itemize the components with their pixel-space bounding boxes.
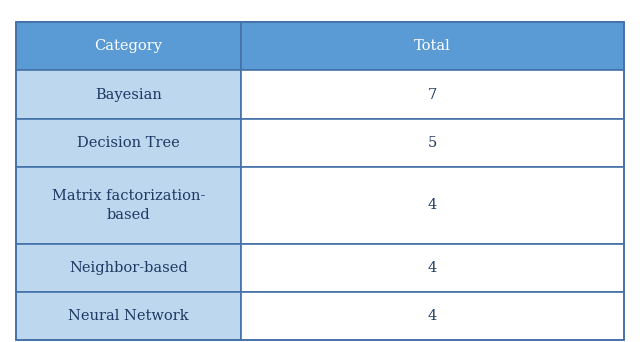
Bar: [241, 292, 624, 340]
Text: Decision Tree: Decision Tree: [77, 136, 180, 150]
Text: Matrix factorization-
based: Matrix factorization- based: [52, 188, 205, 222]
Bar: [241, 119, 624, 167]
Text: Total: Total: [414, 39, 451, 53]
Text: 5: 5: [428, 136, 437, 150]
Bar: [241, 22, 624, 70]
Bar: [16, 167, 241, 244]
Text: 7: 7: [428, 88, 437, 102]
Bar: [16, 292, 241, 340]
Text: Neural Network: Neural Network: [68, 309, 189, 323]
Text: 4: 4: [428, 309, 437, 323]
Bar: [16, 22, 241, 70]
Bar: [16, 70, 241, 119]
Text: Bayesian: Bayesian: [95, 88, 162, 102]
Bar: [241, 70, 624, 119]
Text: 4: 4: [428, 261, 437, 275]
Text: Neighbor-based: Neighbor-based: [69, 261, 188, 275]
Bar: [16, 119, 241, 167]
Text: 4: 4: [428, 198, 437, 212]
Bar: [16, 244, 241, 292]
Text: Category: Category: [95, 39, 163, 53]
Bar: [241, 244, 624, 292]
Bar: [241, 167, 624, 244]
